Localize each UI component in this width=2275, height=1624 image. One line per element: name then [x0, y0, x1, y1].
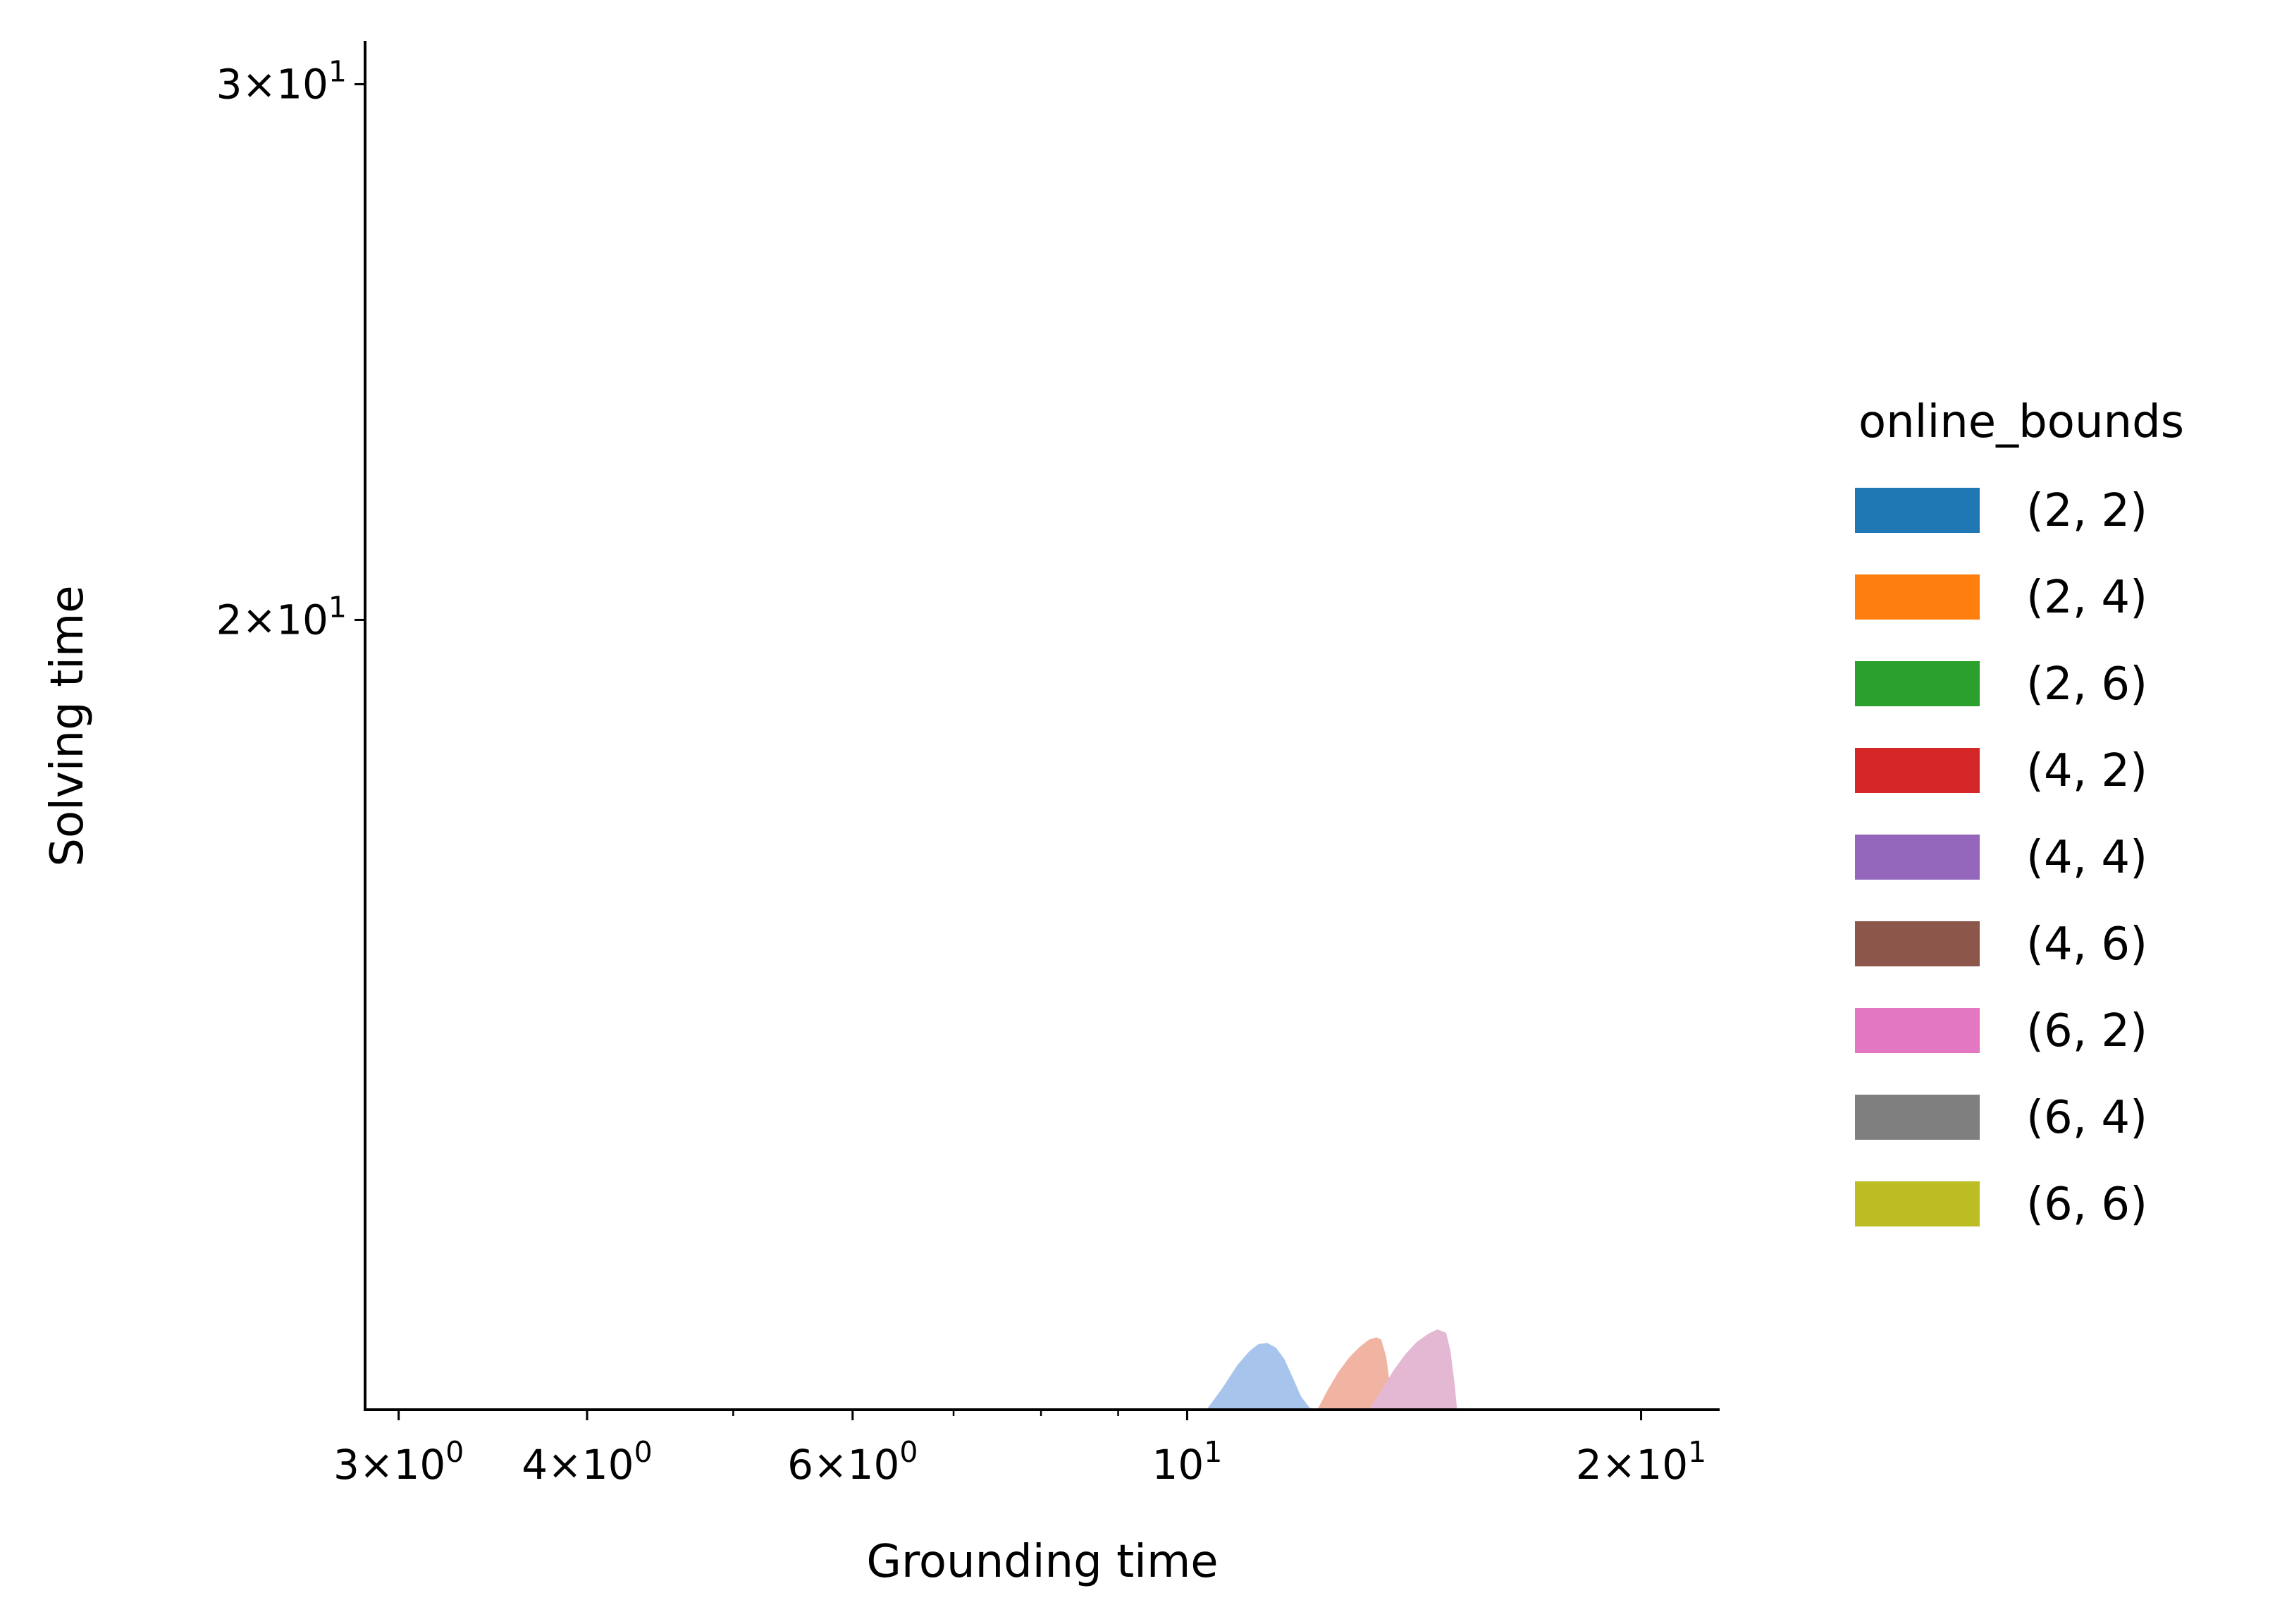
legend-label: (2, 6) [2026, 658, 2147, 710]
legend-label: (6, 2) [2026, 1005, 2147, 1057]
x-tick-label: 101 [1152, 1435, 1222, 1489]
legend-swatch [1855, 1008, 1980, 1053]
density-region-3 [1369, 1329, 1457, 1410]
legend-label: (6, 6) [2026, 1179, 2147, 1231]
x-ticks: 3×100 4×100 6×100 101 2×101 [333, 1410, 1706, 1489]
density-region-1 [1206, 1343, 1315, 1410]
density-regions [1206, 1329, 1457, 1410]
legend-swatch [1855, 1181, 1980, 1226]
legend-label: (2, 4) [2026, 572, 2147, 624]
legend-swatch [1855, 748, 1980, 793]
legend-title: online_bounds [1858, 396, 2184, 448]
x-tick-label: 6×100 [787, 1435, 918, 1489]
legend-swatch [1855, 574, 1980, 620]
legend-label: (6, 4) [2026, 1092, 2147, 1144]
legend-swatch [1855, 921, 1980, 966]
x-tick-label: 2×101 [1576, 1435, 1706, 1489]
legend-label: (4, 4) [2026, 832, 2147, 884]
legend-label: (4, 2) [2026, 745, 2147, 797]
x-tick-label: 4×100 [522, 1435, 652, 1489]
legend-swatch [1855, 1095, 1980, 1140]
x-axis-label: Grounding time [866, 1536, 1218, 1588]
density-region-2 [1317, 1337, 1393, 1410]
legend: online_bounds (2, 2) (2, 4) (2, 6) (4, 2) (4… [1855, 396, 2184, 1231]
y-ticks: 2×101 3×101 [216, 54, 365, 644]
x-tick-label: 3×100 [333, 1435, 464, 1489]
legend-label: (2, 2) [2026, 485, 2147, 537]
y-tick-label: 3×101 [216, 54, 347, 108]
legend-swatch [1855, 488, 1980, 533]
legend-swatch [1855, 661, 1980, 706]
legend-label: (4, 6) [2026, 918, 2147, 971]
legend-swatch [1855, 835, 1980, 880]
y-tick-label: 2×101 [216, 590, 347, 644]
y-axis-label: Solving time [42, 585, 94, 866]
